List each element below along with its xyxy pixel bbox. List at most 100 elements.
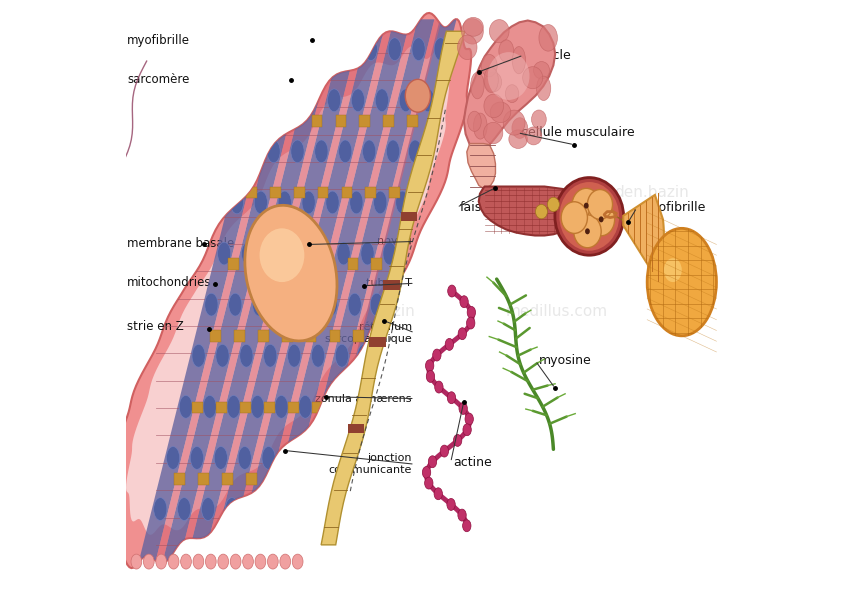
Polygon shape xyxy=(258,19,411,563)
Ellipse shape xyxy=(156,554,167,569)
Bar xyxy=(288,115,298,127)
Ellipse shape xyxy=(351,89,365,112)
Ellipse shape xyxy=(664,258,682,282)
Ellipse shape xyxy=(484,72,501,92)
Ellipse shape xyxy=(409,140,422,163)
Ellipse shape xyxy=(241,242,255,265)
Ellipse shape xyxy=(178,497,190,520)
Ellipse shape xyxy=(405,79,430,112)
Ellipse shape xyxy=(453,434,462,446)
Bar xyxy=(174,473,185,485)
Ellipse shape xyxy=(249,497,263,520)
Bar xyxy=(383,115,394,127)
Polygon shape xyxy=(186,19,339,563)
Bar xyxy=(360,115,371,127)
Text: zonula adhærens: zonula adhærens xyxy=(315,394,412,404)
Polygon shape xyxy=(282,19,434,563)
Ellipse shape xyxy=(457,35,477,59)
Ellipse shape xyxy=(647,229,717,336)
Text: sarcomère: sarcomère xyxy=(127,73,190,86)
Polygon shape xyxy=(623,195,664,276)
Ellipse shape xyxy=(229,293,242,316)
Bar xyxy=(306,330,316,342)
Bar xyxy=(294,473,304,485)
Ellipse shape xyxy=(509,130,527,148)
Ellipse shape xyxy=(427,370,434,382)
Ellipse shape xyxy=(262,446,275,469)
Ellipse shape xyxy=(245,205,337,341)
Ellipse shape xyxy=(555,178,624,255)
Bar xyxy=(240,401,251,413)
Ellipse shape xyxy=(371,293,383,316)
Ellipse shape xyxy=(323,395,336,418)
Bar xyxy=(246,473,257,485)
Ellipse shape xyxy=(536,76,551,101)
Ellipse shape xyxy=(539,25,558,51)
Ellipse shape xyxy=(462,520,471,532)
Ellipse shape xyxy=(525,127,541,145)
Ellipse shape xyxy=(238,446,252,469)
Ellipse shape xyxy=(205,293,218,316)
Ellipse shape xyxy=(473,113,487,139)
Ellipse shape xyxy=(297,497,310,520)
Bar xyxy=(216,401,227,413)
Ellipse shape xyxy=(201,497,215,520)
Bar xyxy=(318,473,328,485)
Ellipse shape xyxy=(468,111,481,131)
Ellipse shape xyxy=(458,328,467,340)
Bar xyxy=(342,187,352,199)
Ellipse shape xyxy=(531,110,547,129)
Ellipse shape xyxy=(468,307,475,319)
Bar xyxy=(269,473,280,485)
Text: cellule musculaire: cellule musculaire xyxy=(520,126,634,139)
Ellipse shape xyxy=(216,344,229,367)
Ellipse shape xyxy=(459,403,468,415)
Ellipse shape xyxy=(167,446,179,469)
Ellipse shape xyxy=(242,554,253,569)
Ellipse shape xyxy=(523,67,542,89)
Text: noyau: noyau xyxy=(377,236,412,247)
Ellipse shape xyxy=(340,38,354,61)
Bar xyxy=(330,330,340,342)
Ellipse shape xyxy=(445,338,454,350)
Bar xyxy=(294,187,304,199)
Ellipse shape xyxy=(376,89,388,112)
Text: den.bazin: den.bazin xyxy=(340,304,415,319)
Bar xyxy=(264,401,275,413)
Ellipse shape xyxy=(324,293,337,316)
Polygon shape xyxy=(304,19,456,563)
Ellipse shape xyxy=(572,188,601,223)
Polygon shape xyxy=(464,20,555,148)
Ellipse shape xyxy=(332,446,345,469)
Ellipse shape xyxy=(512,118,528,139)
Bar xyxy=(312,115,322,127)
Bar xyxy=(369,337,386,347)
Ellipse shape xyxy=(154,497,167,520)
Ellipse shape xyxy=(471,73,484,99)
Ellipse shape xyxy=(465,413,473,425)
Ellipse shape xyxy=(481,55,497,77)
Ellipse shape xyxy=(365,38,377,61)
Ellipse shape xyxy=(327,89,341,112)
Ellipse shape xyxy=(584,203,589,209)
Text: myofibrille: myofibrille xyxy=(127,34,190,47)
Ellipse shape xyxy=(513,47,525,74)
Ellipse shape xyxy=(462,19,484,44)
Text: strie en Z: strie en Z xyxy=(127,320,184,334)
Ellipse shape xyxy=(547,197,559,212)
Polygon shape xyxy=(203,19,346,563)
Ellipse shape xyxy=(574,215,601,248)
Ellipse shape xyxy=(587,203,615,236)
Bar xyxy=(318,187,328,199)
Bar xyxy=(400,212,417,221)
Ellipse shape xyxy=(303,89,317,112)
Ellipse shape xyxy=(206,554,216,569)
Bar xyxy=(371,258,382,270)
Ellipse shape xyxy=(598,217,604,223)
Bar xyxy=(300,258,310,270)
Text: tubule T: tubule T xyxy=(366,278,412,288)
Ellipse shape xyxy=(252,293,266,316)
Ellipse shape xyxy=(168,554,179,569)
Polygon shape xyxy=(162,19,315,563)
Bar xyxy=(348,258,358,270)
